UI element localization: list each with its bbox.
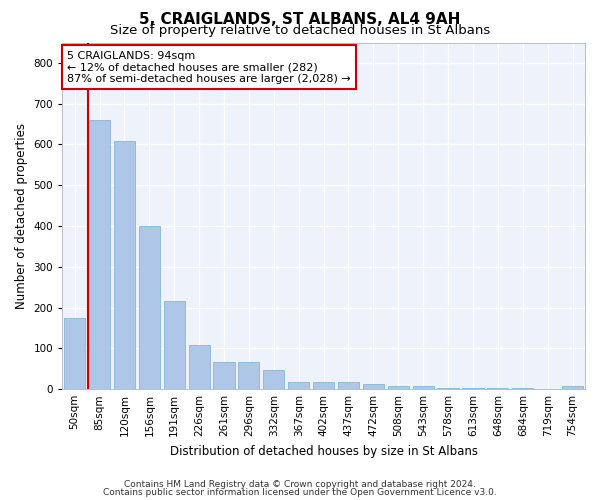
Bar	[114, 141, 135, 389]
Bar	[363, 384, 384, 389]
Y-axis label: Number of detached properties: Number of detached properties	[15, 123, 28, 309]
Bar	[188, 345, 210, 389]
Bar	[288, 382, 309, 389]
Text: 5, CRAIGLANDS, ST ALBANS, AL4 9AH: 5, CRAIGLANDS, ST ALBANS, AL4 9AH	[139, 12, 461, 28]
Bar	[388, 386, 409, 389]
Bar	[164, 302, 185, 389]
Bar	[463, 388, 484, 389]
Bar	[214, 362, 235, 389]
Bar	[238, 362, 259, 389]
Bar	[139, 226, 160, 389]
Text: Contains public sector information licensed under the Open Government Licence v3: Contains public sector information licen…	[103, 488, 497, 497]
Bar	[512, 388, 533, 389]
Bar	[562, 386, 583, 389]
Bar	[487, 388, 508, 389]
Text: Size of property relative to detached houses in St Albans: Size of property relative to detached ho…	[110, 24, 490, 37]
Bar	[263, 370, 284, 389]
Text: 5 CRAIGLANDS: 94sqm
← 12% of detached houses are smaller (282)
87% of semi-detac: 5 CRAIGLANDS: 94sqm ← 12% of detached ho…	[67, 50, 351, 84]
Bar	[64, 318, 85, 389]
Bar	[338, 382, 359, 389]
X-axis label: Distribution of detached houses by size in St Albans: Distribution of detached houses by size …	[170, 444, 478, 458]
Text: Contains HM Land Registry data © Crown copyright and database right 2024.: Contains HM Land Registry data © Crown c…	[124, 480, 476, 489]
Bar	[313, 382, 334, 389]
Bar	[437, 388, 458, 389]
Bar	[413, 386, 434, 389]
Bar	[89, 120, 110, 389]
